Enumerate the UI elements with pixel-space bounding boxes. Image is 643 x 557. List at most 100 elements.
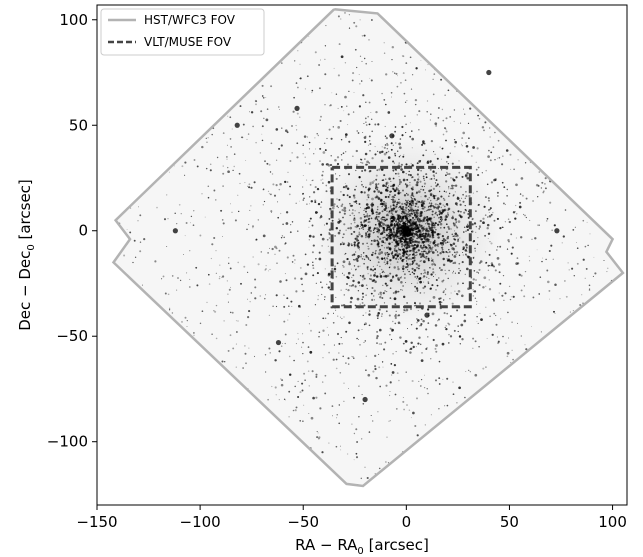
star [452,248,455,251]
star [450,187,452,190]
star [506,188,509,191]
star [466,228,470,232]
star [362,403,365,405]
star [279,280,282,283]
star [425,176,428,178]
star [389,381,392,384]
star [322,317,324,320]
star [450,285,452,287]
star [365,219,368,222]
star [473,270,476,272]
star [407,227,410,229]
star [433,226,436,229]
star [413,269,417,272]
y-tick-label: 0 [78,222,88,240]
star [403,244,406,247]
star [437,236,440,239]
star [344,62,347,64]
star [406,262,409,266]
star [516,257,519,259]
star [361,257,364,260]
star [260,251,263,253]
star [426,238,430,242]
star [399,222,401,224]
star [451,162,454,165]
star [351,212,354,215]
star [314,201,317,204]
star [396,261,399,263]
star [506,355,509,358]
star [353,221,356,224]
star [264,371,267,373]
star [358,233,361,236]
star [246,271,249,274]
star [431,163,434,166]
star [478,228,480,230]
star [365,255,369,259]
star [411,267,414,270]
star [270,142,273,145]
star [398,231,400,233]
star [384,259,386,261]
star [493,265,495,268]
star [407,219,409,221]
star [394,130,397,133]
star [376,169,379,172]
star [453,120,455,123]
star [286,297,289,300]
star [391,213,394,216]
star [319,59,322,61]
star [424,256,426,259]
star [421,228,423,230]
star [440,195,443,198]
star [464,197,466,199]
star [470,276,473,279]
star [362,94,365,97]
star [383,184,385,187]
star [231,311,234,314]
star [444,239,447,241]
star [368,214,371,217]
star [365,121,367,123]
star [432,78,434,80]
star [411,222,413,224]
star [399,228,401,231]
star [341,343,343,345]
star [433,226,435,229]
star [308,148,311,150]
star [360,234,364,238]
star [397,219,400,222]
star [247,298,248,300]
star [363,262,365,265]
star [439,222,443,226]
star [484,234,487,237]
star [366,476,369,480]
star [430,250,433,253]
star [269,268,271,270]
star [358,231,360,233]
star [452,210,454,213]
star [409,135,412,138]
star [417,206,419,208]
star [447,322,449,324]
star [554,313,556,314]
star [377,245,380,248]
star [246,228,248,231]
star [458,254,461,256]
star [306,75,309,78]
star [422,246,425,248]
star [404,209,406,211]
star [395,408,398,410]
star [376,335,379,338]
star [397,225,401,228]
star [415,287,419,290]
star [383,152,387,156]
star [405,186,408,189]
star [497,195,499,197]
star [411,137,415,141]
star [365,224,367,227]
star [477,174,480,177]
star [126,228,128,230]
star [432,296,436,299]
star [407,238,410,241]
